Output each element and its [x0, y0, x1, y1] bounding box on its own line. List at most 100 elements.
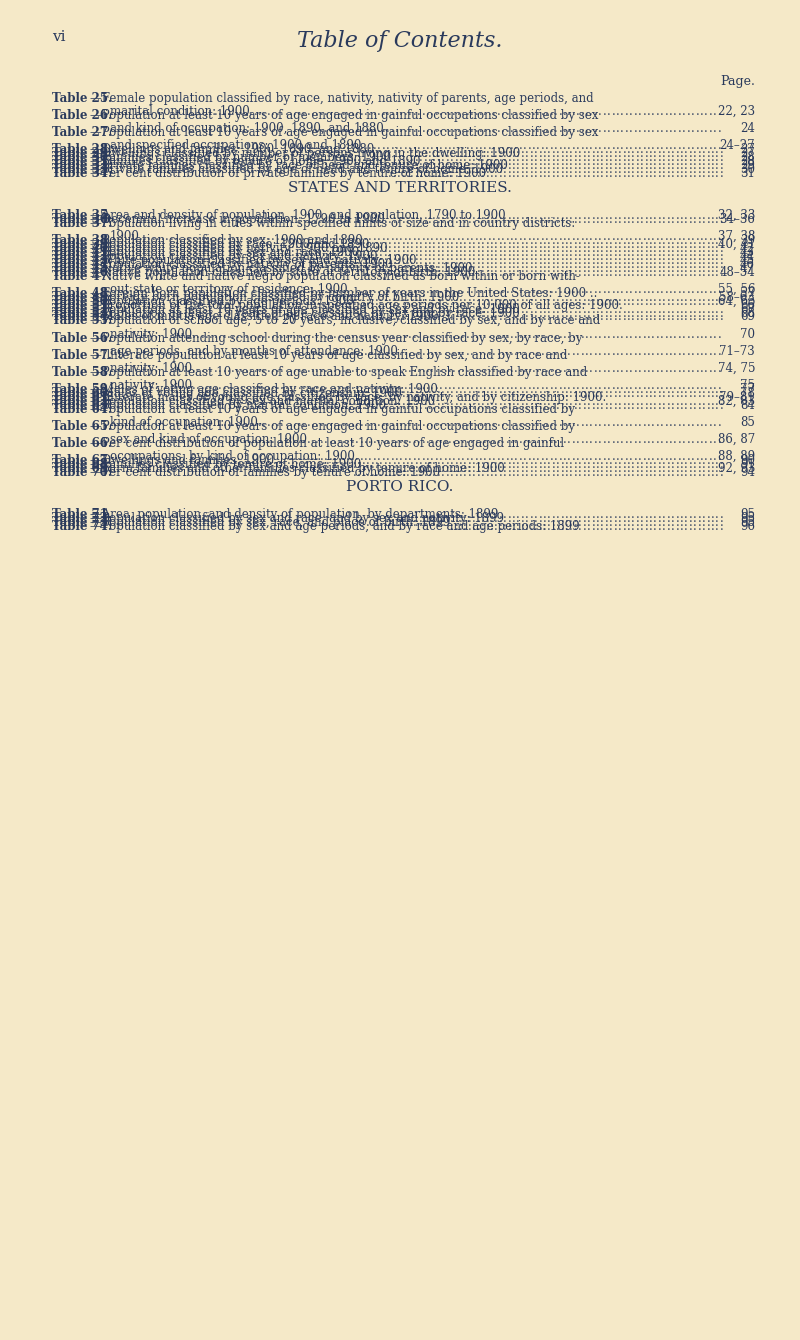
Text: .: . — [322, 458, 326, 472]
Text: .: . — [570, 247, 573, 259]
Text: marital condition: 1900: marital condition: 1900 — [110, 105, 250, 118]
Text: .: . — [454, 508, 458, 521]
Text: Table 42.: Table 42. — [52, 249, 112, 263]
Text: .: . — [488, 230, 491, 243]
Text: .: . — [561, 159, 564, 173]
Text: .: . — [525, 462, 529, 474]
Text: .: . — [428, 516, 432, 529]
Text: .: . — [605, 291, 609, 304]
Text: .: . — [600, 383, 604, 395]
Text: .: . — [720, 155, 723, 169]
Text: .: . — [530, 155, 534, 169]
Text: .: . — [706, 383, 710, 395]
Text: .: . — [666, 155, 670, 169]
Text: Table 52.: Table 52. — [52, 303, 112, 316]
Text: .: . — [629, 230, 633, 243]
Text: .: . — [339, 257, 343, 271]
Text: .: . — [459, 512, 462, 525]
Text: .: . — [494, 253, 498, 267]
Text: .: . — [567, 415, 571, 429]
Text: .: . — [397, 253, 401, 267]
Text: .: . — [490, 508, 494, 521]
Text: .: . — [556, 243, 560, 255]
Text: .: . — [561, 168, 564, 180]
Text: .: . — [406, 295, 410, 308]
Text: .: . — [441, 307, 445, 319]
Text: .: . — [587, 253, 590, 267]
Text: .: . — [654, 387, 657, 399]
Text: .: . — [574, 291, 578, 304]
Text: .: . — [468, 249, 471, 263]
Text: .: . — [388, 454, 392, 468]
Text: .: . — [386, 344, 390, 358]
Text: .: . — [600, 516, 604, 529]
Text: .: . — [581, 379, 584, 393]
Text: 79–81: 79–81 — [719, 391, 755, 403]
Text: .: . — [666, 395, 670, 407]
Text: .: . — [645, 209, 648, 222]
Text: .: . — [291, 454, 294, 468]
Text: .: . — [479, 122, 482, 135]
Text: .: . — [335, 143, 339, 157]
Text: .: . — [481, 295, 485, 308]
Text: .: . — [596, 168, 600, 180]
Text: Table 55.: Table 55. — [52, 315, 112, 327]
Text: .: . — [313, 243, 317, 255]
Text: .: . — [706, 247, 710, 259]
Text: .: . — [706, 395, 710, 407]
Text: .: . — [428, 454, 432, 468]
Text: .: . — [662, 462, 666, 474]
Text: .: . — [222, 105, 226, 118]
Text: .: . — [638, 105, 642, 118]
Text: .: . — [410, 209, 414, 222]
Text: .: . — [547, 466, 551, 478]
Text: .: . — [720, 234, 723, 247]
Text: .: . — [446, 168, 450, 180]
Text: .: . — [346, 379, 350, 393]
Text: .: . — [417, 327, 421, 340]
Text: .: . — [320, 379, 323, 393]
Text: .: . — [350, 122, 354, 135]
Text: .: . — [538, 253, 542, 267]
Text: .: . — [335, 155, 339, 169]
Text: .: . — [720, 307, 723, 319]
Text: .: . — [538, 307, 542, 319]
Text: .: . — [437, 247, 441, 259]
Text: .: . — [388, 234, 392, 247]
Text: .: . — [516, 143, 520, 157]
Text: .: . — [357, 311, 361, 323]
Text: .: . — [710, 168, 714, 180]
Text: .: . — [370, 253, 374, 267]
Text: .: . — [329, 433, 332, 446]
Text: .: . — [344, 295, 348, 308]
Text: .: . — [448, 105, 452, 118]
Text: .: . — [582, 454, 586, 468]
Text: .: . — [492, 327, 496, 340]
Text: .: . — [423, 257, 427, 271]
Text: .: . — [636, 143, 639, 157]
Text: .: . — [441, 295, 445, 308]
Text: .: . — [507, 508, 511, 521]
Text: .: . — [437, 395, 441, 407]
Text: .: . — [675, 265, 679, 279]
Text: .: . — [488, 415, 491, 429]
Text: .: . — [461, 415, 465, 429]
Text: .: . — [658, 466, 662, 478]
Text: 85: 85 — [740, 415, 755, 429]
Text: 69: 69 — [740, 311, 755, 323]
Text: .: . — [671, 311, 674, 323]
Text: Table 58.: Table 58. — [52, 366, 112, 379]
Text: .: . — [399, 122, 403, 135]
Text: .: . — [410, 395, 414, 407]
Text: .: . — [266, 415, 270, 429]
Text: .: . — [710, 466, 714, 478]
Text: .: . — [530, 257, 534, 271]
Text: .: . — [375, 466, 378, 478]
Text: .: . — [710, 249, 714, 263]
Text: .: . — [472, 311, 476, 323]
Text: .: . — [625, 450, 629, 464]
Text: .: . — [514, 362, 518, 375]
Text: .: . — [527, 283, 531, 296]
Text: .: . — [413, 379, 416, 393]
Text: .: . — [419, 261, 423, 275]
